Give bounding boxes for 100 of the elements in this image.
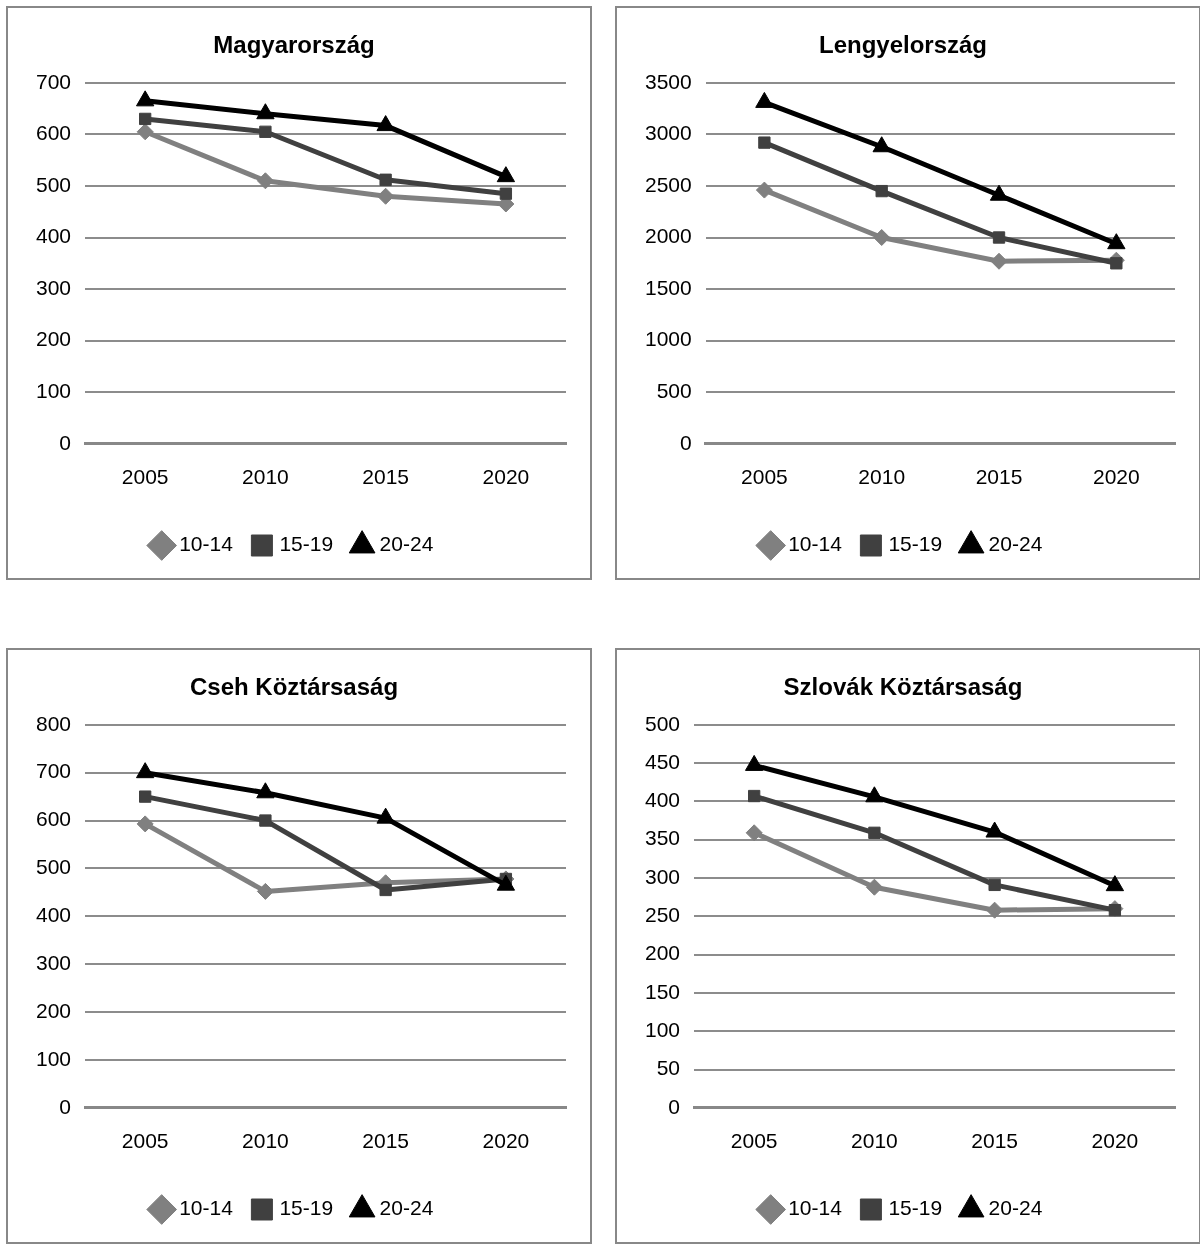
legend-label: 20-24 xyxy=(379,1196,434,1220)
legend-label: 15-19 xyxy=(279,1196,334,1220)
legend-label: 10-14 xyxy=(788,1196,843,1220)
y-tick-label: 0 xyxy=(59,430,72,454)
y-tick-label: 0 xyxy=(680,430,692,454)
point xyxy=(868,826,881,839)
y-tick-label: 400 xyxy=(35,224,72,248)
chart-title: Magyarország xyxy=(213,31,375,59)
point xyxy=(377,187,395,205)
x-tick-label: 2010 xyxy=(242,465,289,489)
point xyxy=(865,786,884,803)
x-tick-label: 2015 xyxy=(971,1129,1018,1153)
x-tick-label: 2010 xyxy=(242,1129,289,1153)
y-tick-label: 250 xyxy=(644,903,681,927)
x-tick-label: 2005 xyxy=(741,465,788,489)
y-tick-label: 400 xyxy=(35,903,72,927)
y-tick-label: 500 xyxy=(35,855,72,879)
y-tick-label: 2500 xyxy=(645,172,692,196)
point xyxy=(256,172,274,190)
x-tick-label: 2015 xyxy=(975,465,1023,489)
point xyxy=(745,754,764,771)
y-tick-label: 200 xyxy=(35,327,72,351)
point xyxy=(990,252,1008,270)
x-tick-label: 2010 xyxy=(858,465,906,489)
legend-label: 10-14 xyxy=(179,532,234,556)
y-tick-label: 400 xyxy=(644,788,681,812)
y-tick-label: 0 xyxy=(668,1094,681,1118)
chart-title: Cseh Köztársaság xyxy=(189,673,399,701)
y-tick-label: 500 xyxy=(644,711,681,735)
y-tick-label: 3500 xyxy=(645,69,692,93)
x-tick-label: 2020 xyxy=(482,465,530,489)
point xyxy=(1105,875,1125,892)
y-tick-label: 200 xyxy=(35,998,72,1022)
point xyxy=(136,90,155,107)
point xyxy=(985,821,1004,838)
y-tick-label: 600 xyxy=(35,807,72,831)
legend-label: 15-19 xyxy=(888,1196,943,1220)
legend-label: 20-24 xyxy=(988,1196,1043,1220)
y-tick-label: 700 xyxy=(35,759,72,783)
point xyxy=(745,824,763,842)
y-tick-label: 1000 xyxy=(645,327,692,351)
chart-title: Szlovák Köztársaság xyxy=(783,673,1023,701)
x-tick-label: 2015 xyxy=(362,1129,409,1153)
legend-label: 10-14 xyxy=(788,532,843,556)
point xyxy=(139,112,152,126)
legend-label: 10-14 xyxy=(179,1196,234,1220)
point xyxy=(499,187,513,200)
point xyxy=(865,878,883,896)
point xyxy=(875,184,888,198)
y-tick-label: 600 xyxy=(35,121,72,145)
y-tick-label: 500 xyxy=(656,379,692,403)
point xyxy=(873,229,891,247)
chart-title: Lengyelország xyxy=(818,31,988,59)
point xyxy=(748,789,761,803)
legend-label: 15-19 xyxy=(279,532,334,556)
point xyxy=(496,166,516,183)
point xyxy=(256,103,275,120)
x-tick-label: 2015 xyxy=(362,465,409,489)
y-tick-label: 300 xyxy=(35,950,72,974)
legend-label: 20-24 xyxy=(379,532,434,556)
y-tick-label: 150 xyxy=(644,979,681,1003)
point xyxy=(1107,233,1126,250)
legend-label: 20-24 xyxy=(988,532,1043,556)
y-tick-label: 100 xyxy=(644,1018,681,1041)
y-tick-label: 100 xyxy=(35,379,72,403)
point xyxy=(758,136,771,149)
point xyxy=(259,125,272,138)
point xyxy=(755,91,774,108)
y-tick-label: 450 xyxy=(644,749,681,773)
y-tick-label: 300 xyxy=(35,275,72,299)
point xyxy=(376,115,395,132)
legend-label: 15-19 xyxy=(888,532,943,556)
x-tick-label: 2020 xyxy=(482,1129,530,1153)
x-tick-label: 2020 xyxy=(1092,465,1140,489)
y-tick-label: 500 xyxy=(35,172,72,196)
y-tick-label: 300 xyxy=(644,864,681,888)
y-tick-label: 200 xyxy=(644,941,681,965)
y-tick-label: 800 xyxy=(35,711,72,735)
x-tick-label: 2005 xyxy=(121,465,169,489)
y-tick-label: 0 xyxy=(59,1094,72,1118)
y-tick-label: 350 xyxy=(644,826,681,850)
y-tick-label: 700 xyxy=(35,69,72,93)
x-tick-label: 2010 xyxy=(851,1129,898,1153)
point xyxy=(872,136,891,153)
x-tick-label: 2020 xyxy=(1091,1129,1139,1153)
point xyxy=(988,878,1001,892)
y-tick-label: 100 xyxy=(35,1046,72,1070)
y-tick-label: 2000 xyxy=(645,224,692,248)
y-tick-label: 3000 xyxy=(645,121,692,145)
point xyxy=(1110,257,1123,270)
point xyxy=(379,173,392,186)
y-tick-label: 50 xyxy=(656,1056,681,1080)
point xyxy=(1108,904,1122,917)
point xyxy=(136,123,154,141)
y-tick-label: 1500 xyxy=(645,275,692,299)
x-tick-label: 2005 xyxy=(730,1129,778,1153)
point xyxy=(755,181,773,199)
point xyxy=(992,231,1006,244)
x-tick-label: 2005 xyxy=(121,1129,169,1153)
point xyxy=(989,184,1009,201)
